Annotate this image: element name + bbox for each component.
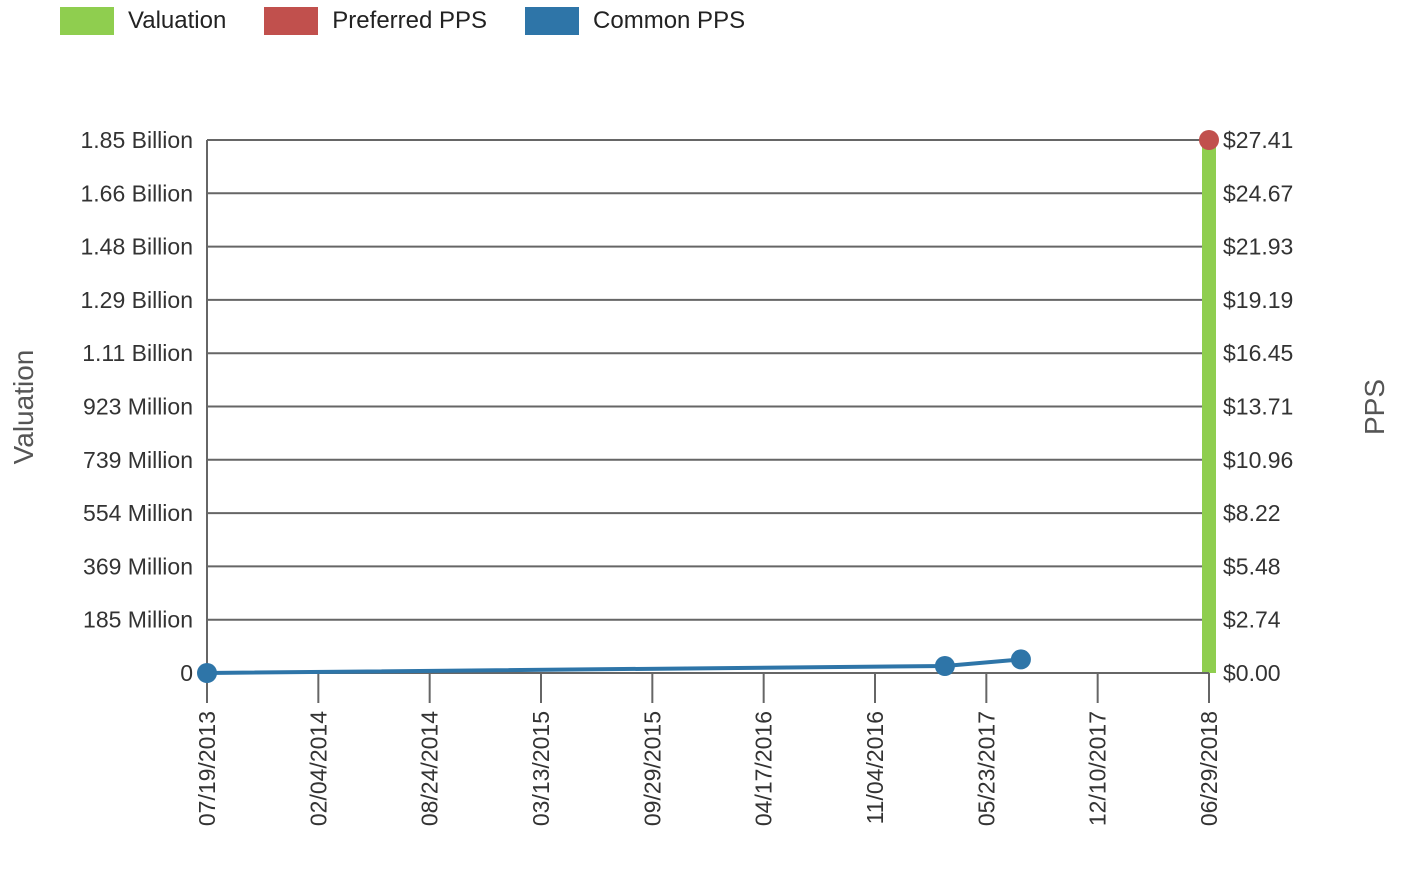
y-left-tick-label: 739 Million: [83, 447, 193, 473]
y-left-tick-label: 0: [180, 660, 193, 686]
legend-item-preferred-pps[interactable]: Preferred PPS: [264, 7, 487, 35]
x-tick-label: 08/24/2014: [417, 711, 443, 826]
x-tick-label: 07/19/2013: [194, 711, 220, 826]
x-tick-label: 11/04/2016: [862, 711, 888, 824]
legend-label-common-pps: Common PPS: [593, 7, 746, 34]
y-right-tick-label: $21.93: [1223, 234, 1293, 260]
common-pps-point: [934, 655, 955, 676]
y-right-axis-title: PPS: [1359, 379, 1390, 435]
x-tick-label: 05/23/2017: [973, 711, 999, 826]
y-left-tick-label: 923 Million: [83, 394, 193, 420]
x-tick-label: 06/29/2018: [1196, 711, 1222, 826]
y-right-tick-label: $16.45: [1223, 340, 1293, 366]
y-right-tick-label: $8.22: [1223, 500, 1281, 526]
common-pps-point: [197, 663, 217, 683]
y-left-tick-label: 554 Million: [83, 500, 193, 526]
y-right-tick-label: $24.67: [1223, 180, 1293, 206]
y-left-tick-label: 1.11 Billion: [82, 340, 193, 366]
y-left-tick-label: 1.85 Billion: [80, 127, 193, 153]
x-tick-label: 09/29/2015: [639, 711, 665, 826]
y-right-tick-label: $2.74: [1223, 607, 1281, 633]
y-right-tick-label: $10.96: [1223, 447, 1293, 473]
y-right-tick-label: $27.41: [1223, 127, 1293, 153]
legend-item-common-pps[interactable]: Common PPS: [525, 7, 745, 35]
y-left-tick-label: 1.66 Billion: [80, 180, 193, 206]
y-right-tick-label: $13.71: [1223, 394, 1293, 420]
legend-label-valuation: Valuation: [128, 7, 227, 34]
legend-item-valuation[interactable]: Valuation: [60, 7, 226, 35]
preferred-pps-point: [1199, 130, 1219, 150]
legend: Valuation Preferred PPS Common PPS: [60, 6, 783, 36]
y-left-tick-label: 369 Million: [83, 553, 193, 579]
common-pps-line: [206, 657, 1022, 675]
valuation-bar: [1202, 140, 1216, 673]
legend-swatch-valuation: [60, 7, 114, 35]
common-pps-point: [1010, 649, 1031, 670]
legend-swatch-preferred-pps: [264, 7, 319, 35]
legend-swatch-common-pps: [525, 7, 580, 35]
x-tick-label: 04/17/2016: [751, 711, 777, 826]
y-right-tick-label: $19.19: [1223, 287, 1293, 313]
y-left-tick-label: 185 Million: [83, 607, 193, 633]
legend-label-preferred-pps: Preferred PPS: [332, 7, 488, 34]
y-left-tick-label: 1.29 Billion: [80, 287, 193, 313]
x-tick-label: 12/10/2017: [1085, 711, 1111, 826]
y-right-tick-label: $5.48: [1223, 553, 1281, 579]
x-tick-label: 02/04/2014: [305, 711, 331, 826]
y-left-axis-title: Valuation: [8, 350, 39, 465]
y-right-tick-label: $0.00: [1223, 660, 1281, 686]
y-left-tick-label: 1.48 Billion: [80, 234, 193, 260]
x-tick-label: 03/13/2015: [528, 711, 554, 826]
